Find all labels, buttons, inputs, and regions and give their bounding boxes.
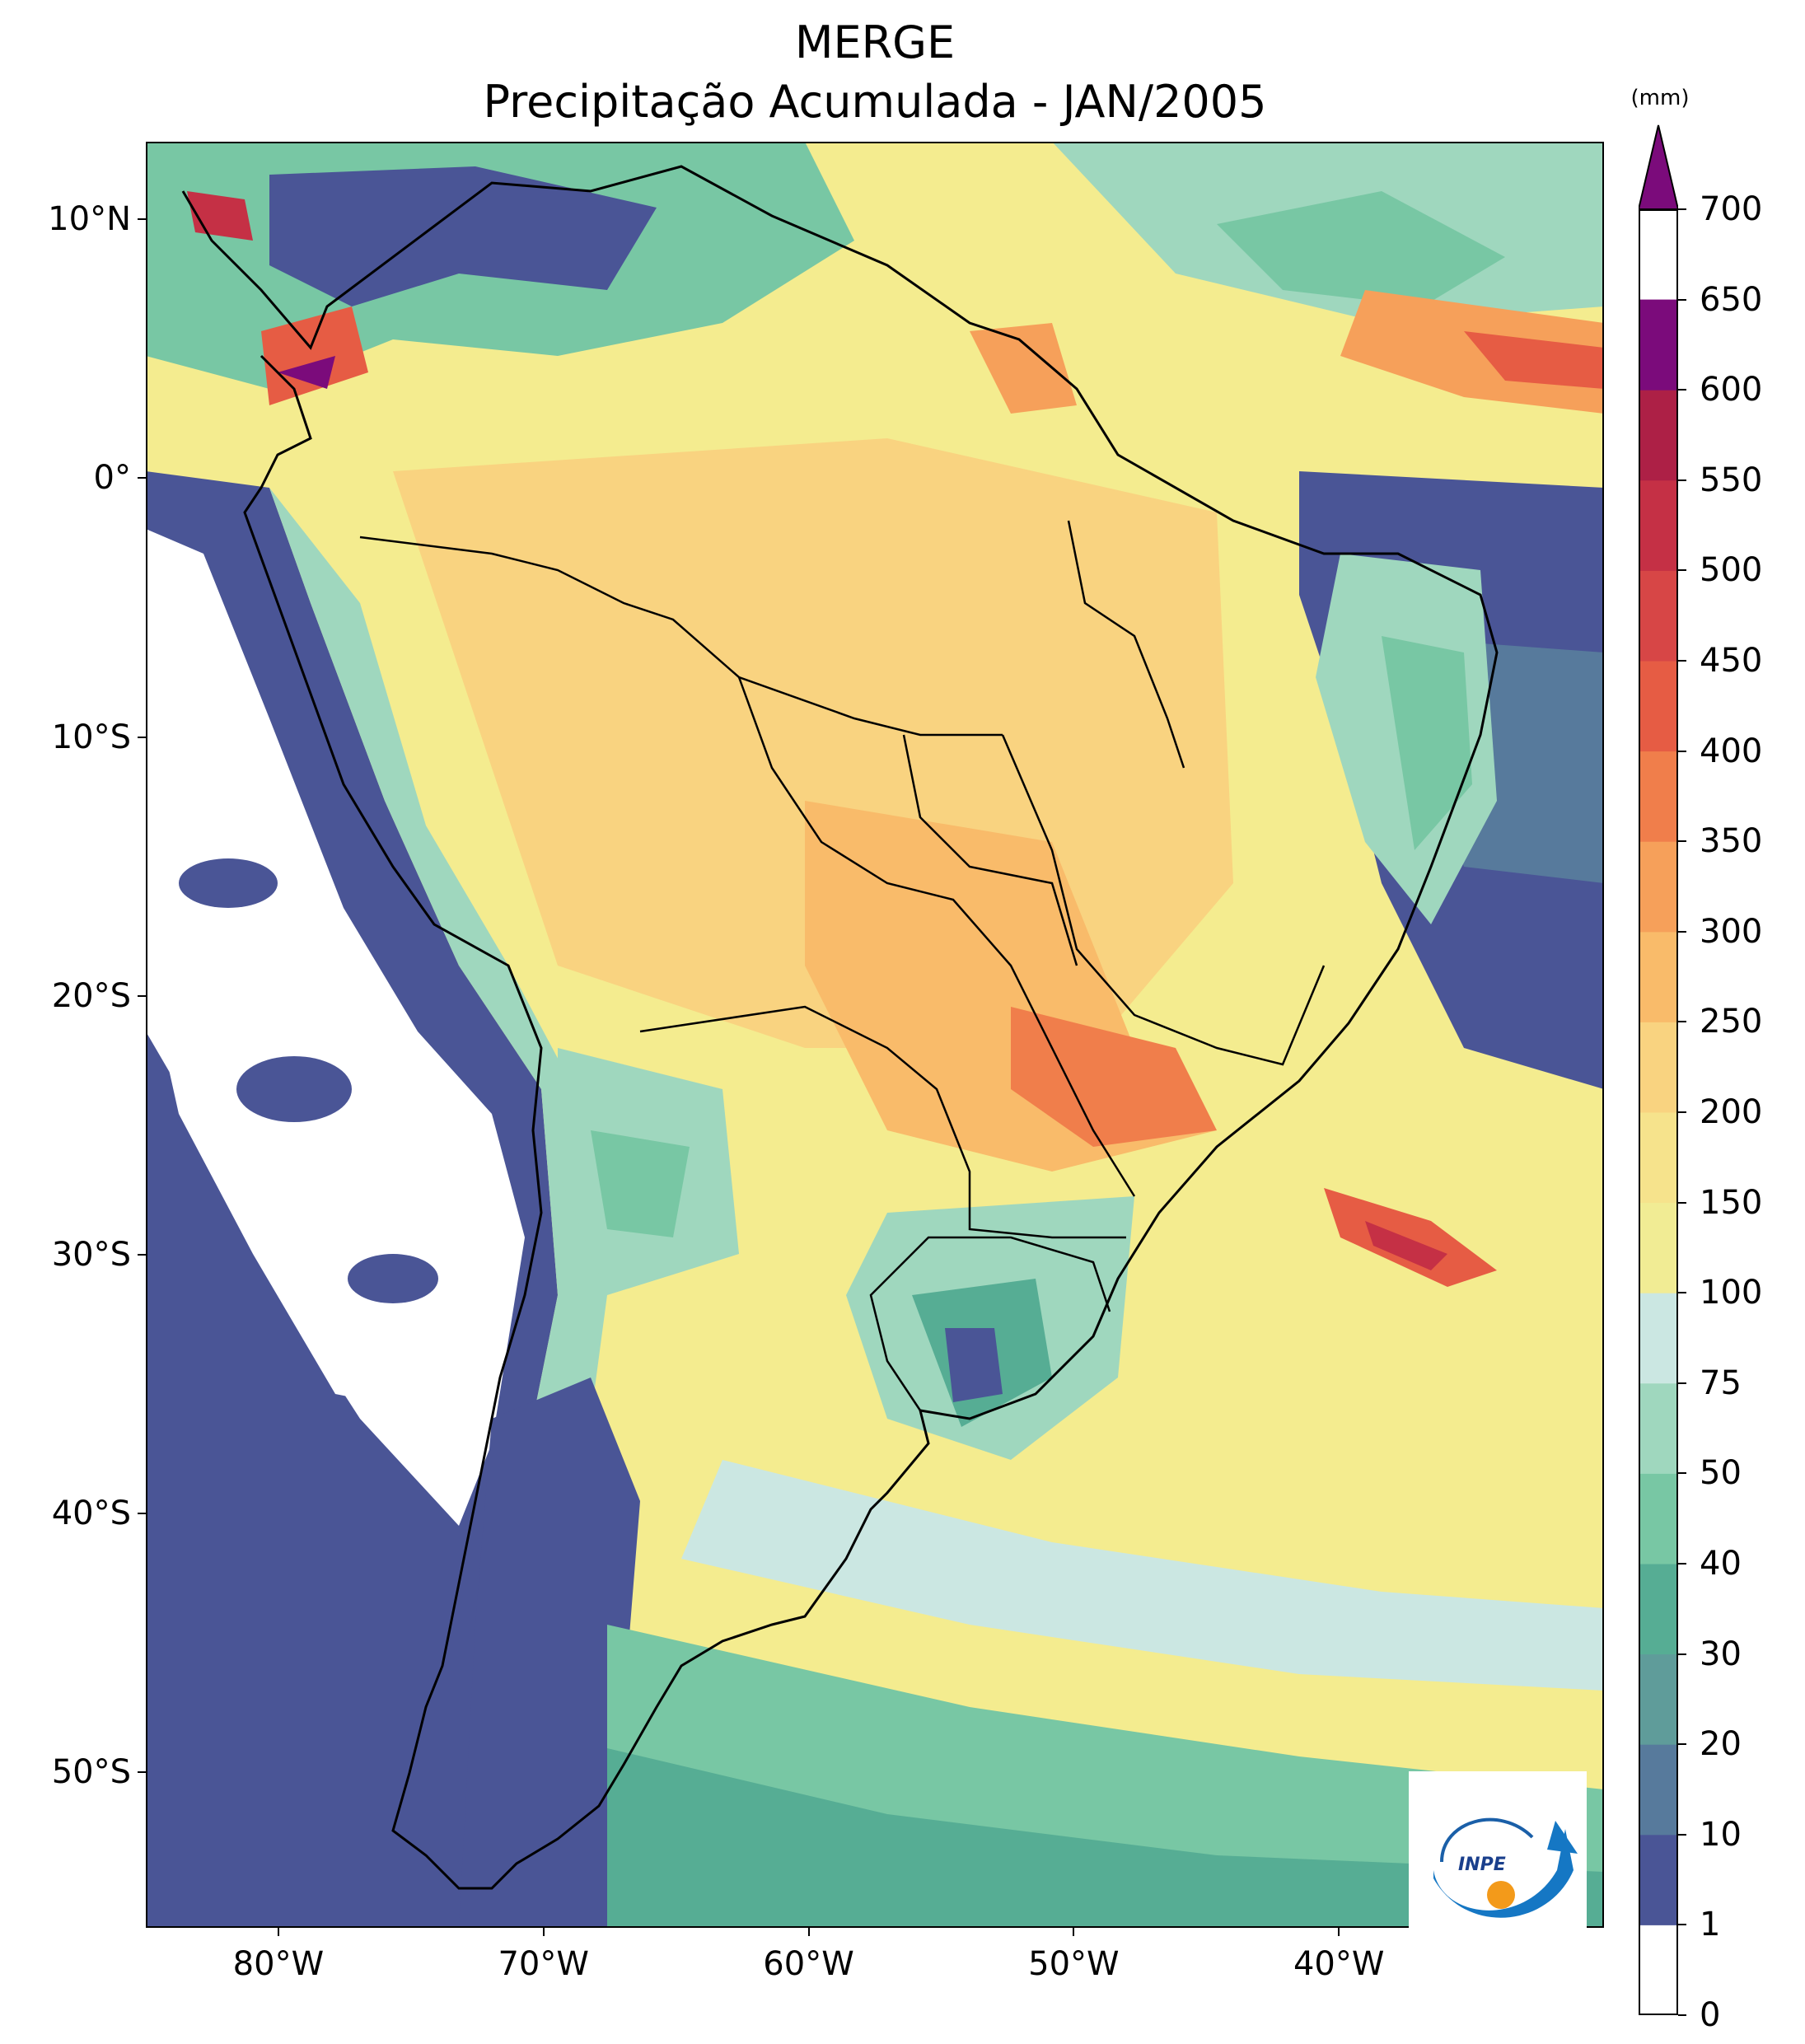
colorbar — [1639, 299, 1678, 2015]
colorbar-level-label: 350 — [1700, 822, 1763, 861]
colorbar-tick — [1678, 479, 1686, 481]
colorbar-segment — [1639, 570, 1678, 662]
colorbar-tick — [1678, 1292, 1686, 1294]
lon-tick — [1338, 1928, 1340, 1936]
colorbar-segment — [1639, 1022, 1678, 1113]
colorbar-segment — [1639, 661, 1678, 752]
inpe-logo: INPE — [1409, 1771, 1587, 1944]
lon-tick — [542, 1928, 545, 1936]
lon-tick — [807, 1928, 810, 1936]
precipitation-field — [146, 142, 1604, 1928]
colorbar-level-label: 75 — [1700, 1363, 1742, 1402]
precipitation-map — [146, 142, 1604, 1928]
colorbar-level-label: 250 — [1700, 1003, 1763, 1041]
colorbar-level-label: 40 — [1700, 1545, 1742, 1583]
colorbar-level-label: 450 — [1700, 642, 1763, 680]
colorbar-level-label: 0 — [1700, 1996, 1721, 2034]
colorbar-segment — [1639, 1564, 1678, 1655]
colorbar-tick — [1678, 1924, 1686, 1926]
colorbar-tick — [1678, 1653, 1686, 1655]
colorbar-tick — [1678, 660, 1686, 662]
lat-tick-label: 10°N — [48, 200, 131, 239]
lon-tick-label: 40°W — [1293, 1945, 1385, 1983]
colorbar-level-label: 550 — [1700, 461, 1763, 499]
colorbar-tick — [1678, 1201, 1686, 1204]
colorbar-segment — [1639, 479, 1678, 571]
colorbar-level-label: 100 — [1700, 1274, 1763, 1312]
lat-tick — [138, 477, 146, 479]
colorbar-border — [1639, 209, 1678, 2015]
colorbar-tick — [1678, 1833, 1686, 1836]
colorbar-tick — [1678, 1021, 1686, 1023]
colorbar-level-label: 50 — [1700, 1454, 1742, 1493]
lat-tick-label: 50°S — [51, 1753, 131, 1792]
colorbar-level-label: 1 — [1700, 1906, 1721, 1944]
colorbar-tick — [1678, 1472, 1686, 1475]
colorbar-tick — [1678, 750, 1686, 752]
colorbar-level-label: 650 — [1700, 280, 1763, 319]
colorbar-segment — [1639, 390, 1678, 481]
colorbar-segment — [1639, 1382, 1678, 1474]
colorbar-tick — [1678, 1111, 1686, 1113]
colorbar-tick — [1678, 208, 1686, 210]
colorbar-level-label: 150 — [1700, 1183, 1763, 1222]
colorbar-segment — [1639, 1202, 1678, 1293]
colorbar-tick — [1678, 569, 1686, 572]
lat-tick — [138, 1513, 146, 1515]
colorbar-extend-arrow — [1639, 124, 1678, 209]
lat-tick-label: 10°S — [51, 718, 131, 756]
colorbar-unit: (mm) — [1630, 86, 1690, 110]
colorbar-level-label: 500 — [1700, 551, 1763, 590]
colorbar-segment — [1639, 299, 1678, 391]
colorbar-tick — [1678, 389, 1686, 391]
colorbar-level-label: 200 — [1700, 1093, 1763, 1131]
logo-text: INPE — [1458, 1855, 1506, 1875]
map-subtitle: Precipitação Acumulada - JAN/2005 — [483, 76, 1267, 128]
lat-tick — [138, 1254, 146, 1256]
lat-tick-label: 20°S — [51, 976, 131, 1015]
colorbar-tick — [1678, 298, 1686, 301]
lat-tick — [138, 736, 146, 738]
colorbar-tick — [1678, 840, 1686, 843]
colorbar-segment — [1639, 1925, 1678, 2015]
colorbar-segment — [1639, 1293, 1678, 1384]
lat-tick — [138, 994, 146, 997]
colorbar-level-label: 600 — [1700, 371, 1763, 409]
lat-tick — [138, 218, 146, 221]
colorbar-tick — [1678, 2014, 1686, 2016]
map-title: MERGE — [794, 16, 956, 68]
lon-tick — [277, 1928, 279, 1936]
lon-tick-label: 80°W — [232, 1945, 325, 1983]
colorbar-segment — [1639, 1744, 1678, 1836]
colorbar-level-label: 10 — [1700, 1815, 1742, 1854]
colorbar-segment — [1639, 841, 1678, 933]
colorbar-tick — [1678, 1743, 1686, 1746]
colorbar-segment — [1639, 1834, 1678, 1925]
colorbar-segment — [1639, 1653, 1678, 1745]
lon-tick — [1073, 1928, 1075, 1936]
colorbar-level-label: 300 — [1700, 912, 1763, 951]
colorbar-segment — [1639, 751, 1678, 842]
colorbar-tick — [1678, 930, 1686, 933]
lon-tick-label: 50°W — [1028, 1945, 1120, 1983]
lon-tick-label: 60°W — [763, 1945, 854, 1983]
colorbar-level-label: 20 — [1700, 1725, 1742, 1764]
lat-tick — [138, 1771, 146, 1774]
lat-tick-label: 40°S — [51, 1494, 131, 1533]
colorbar-segment — [1639, 1473, 1678, 1565]
colorbar-level-label: 30 — [1700, 1635, 1742, 1673]
lat-tick-label: 0° — [93, 459, 131, 498]
colorbar-level-label: 400 — [1700, 732, 1763, 770]
colorbar-tick — [1678, 1563, 1686, 1565]
lat-tick-label: 30°S — [51, 1236, 131, 1275]
colorbar-segment — [1639, 931, 1678, 1022]
lon-tick-label: 70°W — [498, 1945, 589, 1983]
colorbar-level-label: 700 — [1700, 190, 1763, 228]
colorbar-tick — [1678, 1382, 1686, 1384]
colorbar-segment — [1639, 1112, 1678, 1204]
